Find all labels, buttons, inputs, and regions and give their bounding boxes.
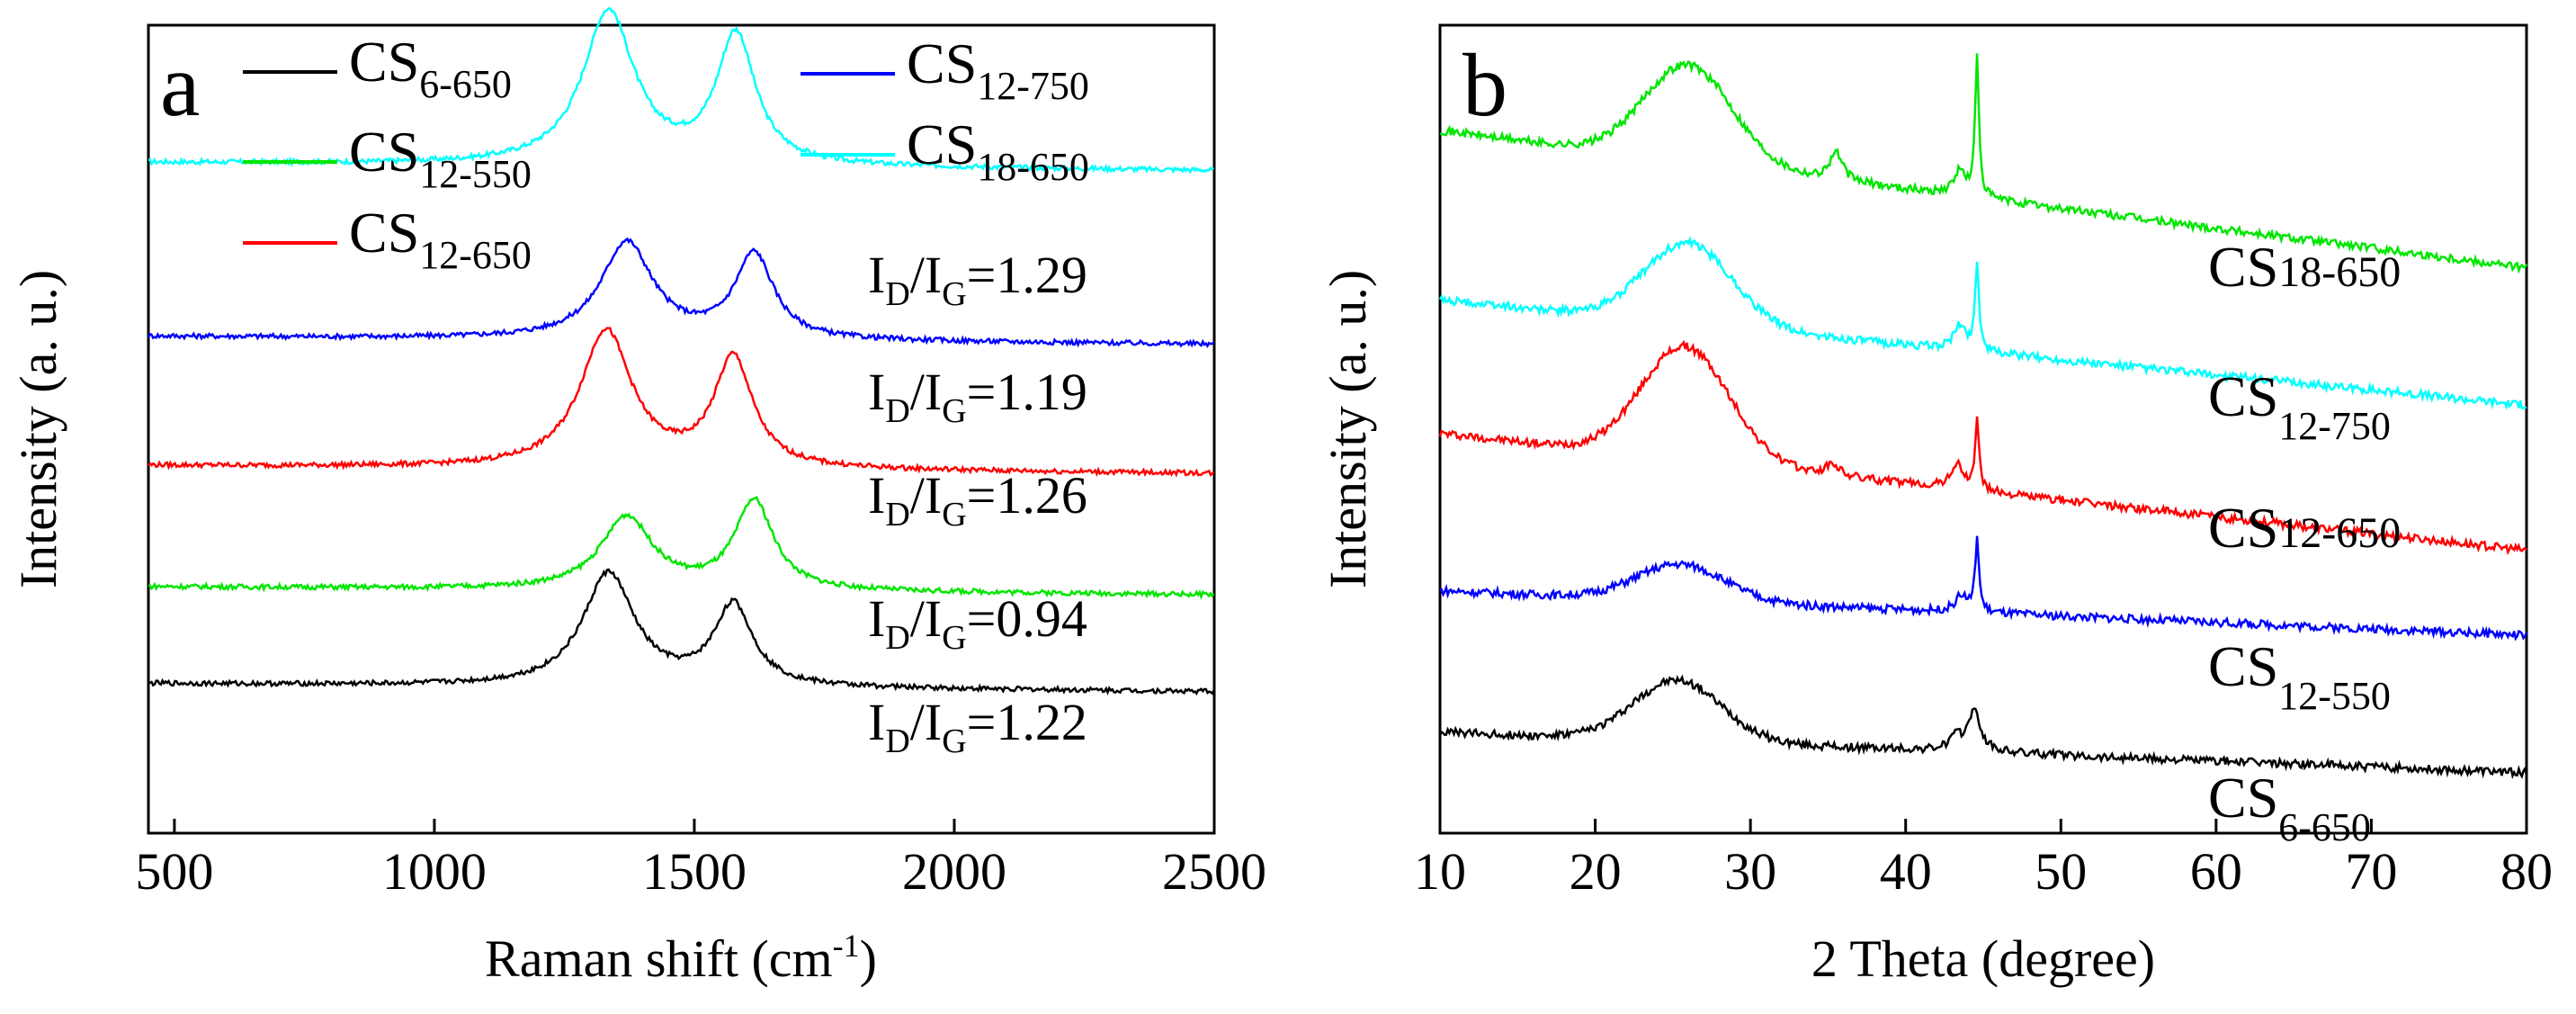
panel-b-y-axis-label: Intensity (a. u.) <box>1319 270 1377 588</box>
panel-a-legend-label: CS12-650 <box>349 201 532 277</box>
panel-b-series-group <box>1438 53 2528 780</box>
panel-a-legend-label: CS12-550 <box>349 120 532 196</box>
panel-b-x-ticks: 10 20 30 40 50 60 70 80 <box>1414 819 2553 901</box>
panel-a-x-tick-label: 2500 <box>1162 842 1266 901</box>
panel-b-plot-frame <box>1438 23 2528 835</box>
panel-a-x-axis-label-main: Raman shift (cm <box>485 929 833 988</box>
panel-b-x-tick-label: 70 <box>2345 842 2397 901</box>
panel-a: 500 1000 1500 2000 2500 CS6-650CS12-550CS12-… <box>9 7 1266 988</box>
panel-b-series-line-CS12-550 <box>1439 535 2528 642</box>
panel-a-x-ticks: 500 1000 1500 2000 2500 <box>135 819 1266 901</box>
panel-a-series-line-CS12-650 <box>148 327 1215 478</box>
panel-a-y-axis-label: Intensity (a. u.) <box>9 270 67 588</box>
panel-b-series-line-CS12-650 <box>1438 339 2527 555</box>
panel-a-x-tick-label: 1500 <box>642 842 747 901</box>
panel-a-ratio-label-CS12-750: ID/IG=1.19 <box>868 363 1087 430</box>
panel-a-x-axis-label: Raman shift (cm-1) <box>485 928 877 988</box>
panel-b-x-tick-label: 40 <box>1880 842 1932 901</box>
panel-a-x-tick-label: 1000 <box>382 842 487 901</box>
panel-b-series-line-CS12-750 <box>1438 236 2527 411</box>
panel-a-legend-label: CS12-750 <box>907 31 1089 108</box>
panel-a-x-tick-label: 2000 <box>902 842 1006 901</box>
panel-b-x-tick-label: 20 <box>1570 842 1622 901</box>
panel-b: 10 20 30 40 50 60 70 80 CS18-650 CS12-750 CS12-65… <box>1319 23 2553 988</box>
panel-a-series-group <box>147 7 1215 696</box>
panel-b-series-line-CS6-650 <box>1438 674 2528 780</box>
panel-a-ratio-label-CS12-650: ID/IG=1.26 <box>868 466 1087 534</box>
panel-b-series-line-CS18-650 <box>1439 53 2528 274</box>
panel-a-series-line-CS12-550 <box>148 495 1215 600</box>
panel-a-ratio-label-CS6-650: ID/IG=1.22 <box>868 693 1087 760</box>
panel-a-series-line-CS6-650 <box>148 568 1215 696</box>
panel-b-series-label-CS12-550: CS12-550 <box>2208 634 2391 718</box>
panel-b-series-label-CS12-750: CS12-750 <box>2208 364 2391 448</box>
panel-b-x-tick-label: 60 <box>2190 842 2242 901</box>
panel-a-ratio-labels: ID/IG=1.29 ID/IG=1.19 ID/IG=1.26 ID/IG=0.94… <box>868 246 1087 760</box>
panel-b-series-labels: CS18-650 CS12-750 CS12-650 CS12-550 CS6-650 <box>2208 235 2401 849</box>
panel-b-label: b <box>1462 35 1507 135</box>
panel-a-label: a <box>160 35 200 135</box>
panel-b-x-axis-label: 2 Theta (degree) <box>1811 929 2155 988</box>
panel-b-x-tick-label: 30 <box>1724 842 1776 901</box>
panel-b-x-tick-label: 50 <box>2035 842 2087 901</box>
panel-b-series-label-CS6-650: CS6-650 <box>2208 766 2371 849</box>
panel-a-series-line-CS12-750 <box>147 237 1215 349</box>
panel-b-x-tick-label: 10 <box>1414 842 1466 901</box>
panel-a-ratio-label-CS12-550: ID/IG=0.94 <box>868 589 1087 657</box>
panel-a-legend-label: CS18-650 <box>907 112 1089 189</box>
panel-b-series-label-CS12-650: CS12-650 <box>2208 496 2401 560</box>
panel-b-series-label-CS18-650: CS18-650 <box>2208 235 2401 299</box>
panel-a-ratio-label-CS18-650: ID/IG=1.29 <box>868 246 1087 313</box>
panel-a-legend-label: CS6-650 <box>349 30 512 106</box>
panel-a-plot-frame <box>147 23 1216 835</box>
panel-a-x-tick-label: 500 <box>135 842 213 901</box>
panel-b-x-tick-label: 80 <box>2500 842 2553 901</box>
panel-a-x-axis-label-close: ) <box>860 929 877 988</box>
panel-a-x-axis-label-sup: -1 <box>833 928 860 964</box>
